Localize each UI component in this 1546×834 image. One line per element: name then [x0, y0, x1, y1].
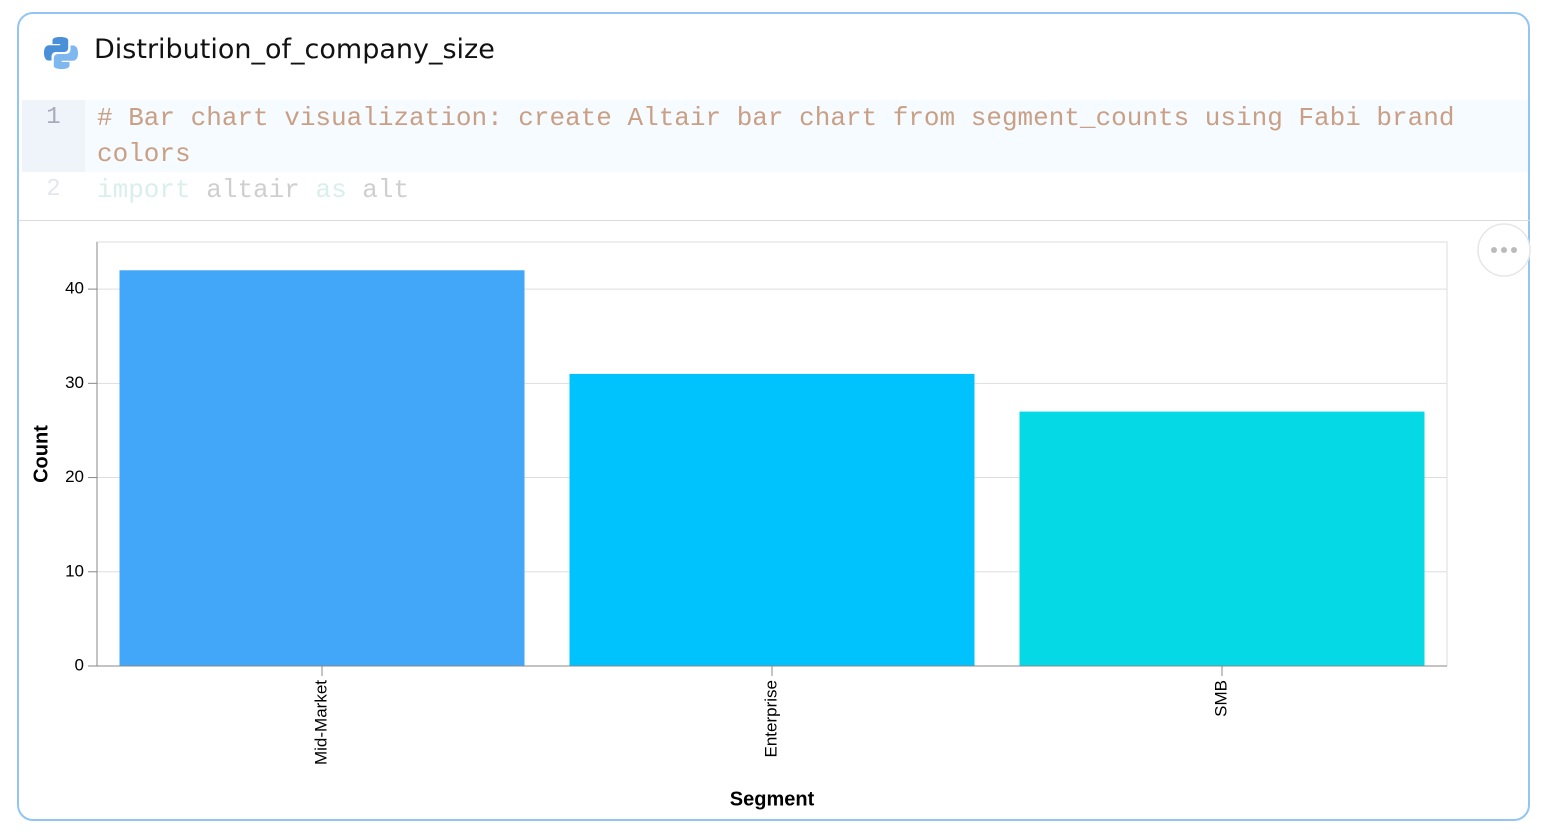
dot	[1511, 247, 1517, 253]
code-editor: 1 # Bar chart visualization: create Alta…	[22, 100, 1528, 220]
dot	[1501, 247, 1507, 253]
code-line: 1 # Bar chart visualization: create Alta…	[22, 100, 1528, 172]
bar	[569, 373, 975, 666]
x-axis-title: Segment	[730, 788, 815, 810]
cell-card	[17, 12, 1530, 821]
x-tick-label: SMB	[1211, 680, 1230, 717]
code-text: import altair as alt	[85, 172, 1497, 208]
dot	[1491, 247, 1497, 253]
divider	[19, 220, 1530, 221]
identifier: altair	[206, 175, 300, 205]
code-line: 2 import altair as alt	[22, 172, 1528, 208]
keyword: import	[97, 175, 191, 205]
y-tick-label: 40	[65, 279, 84, 298]
y-tick-label: 10	[65, 561, 84, 580]
cell-title: Distribution_of_company_size	[94, 34, 495, 65]
bar	[1019, 411, 1425, 666]
line-number: 2	[46, 176, 61, 203]
x-tick-label: Mid-Market	[311, 680, 330, 765]
x-tick-label: Enterprise	[761, 680, 780, 757]
identifier: alt	[362, 175, 410, 205]
y-tick-label: 30	[65, 373, 84, 392]
python-icon	[44, 37, 78, 69]
keyword: as	[315, 175, 347, 205]
bar	[119, 270, 525, 666]
code-comment: # Bar chart visualization: create Altair…	[97, 103, 1471, 169]
y-tick-label: 20	[65, 467, 84, 486]
line-number: 1	[22, 100, 85, 172]
y-tick-label: 0	[75, 655, 84, 674]
y-axis-title: Count	[30, 425, 52, 483]
